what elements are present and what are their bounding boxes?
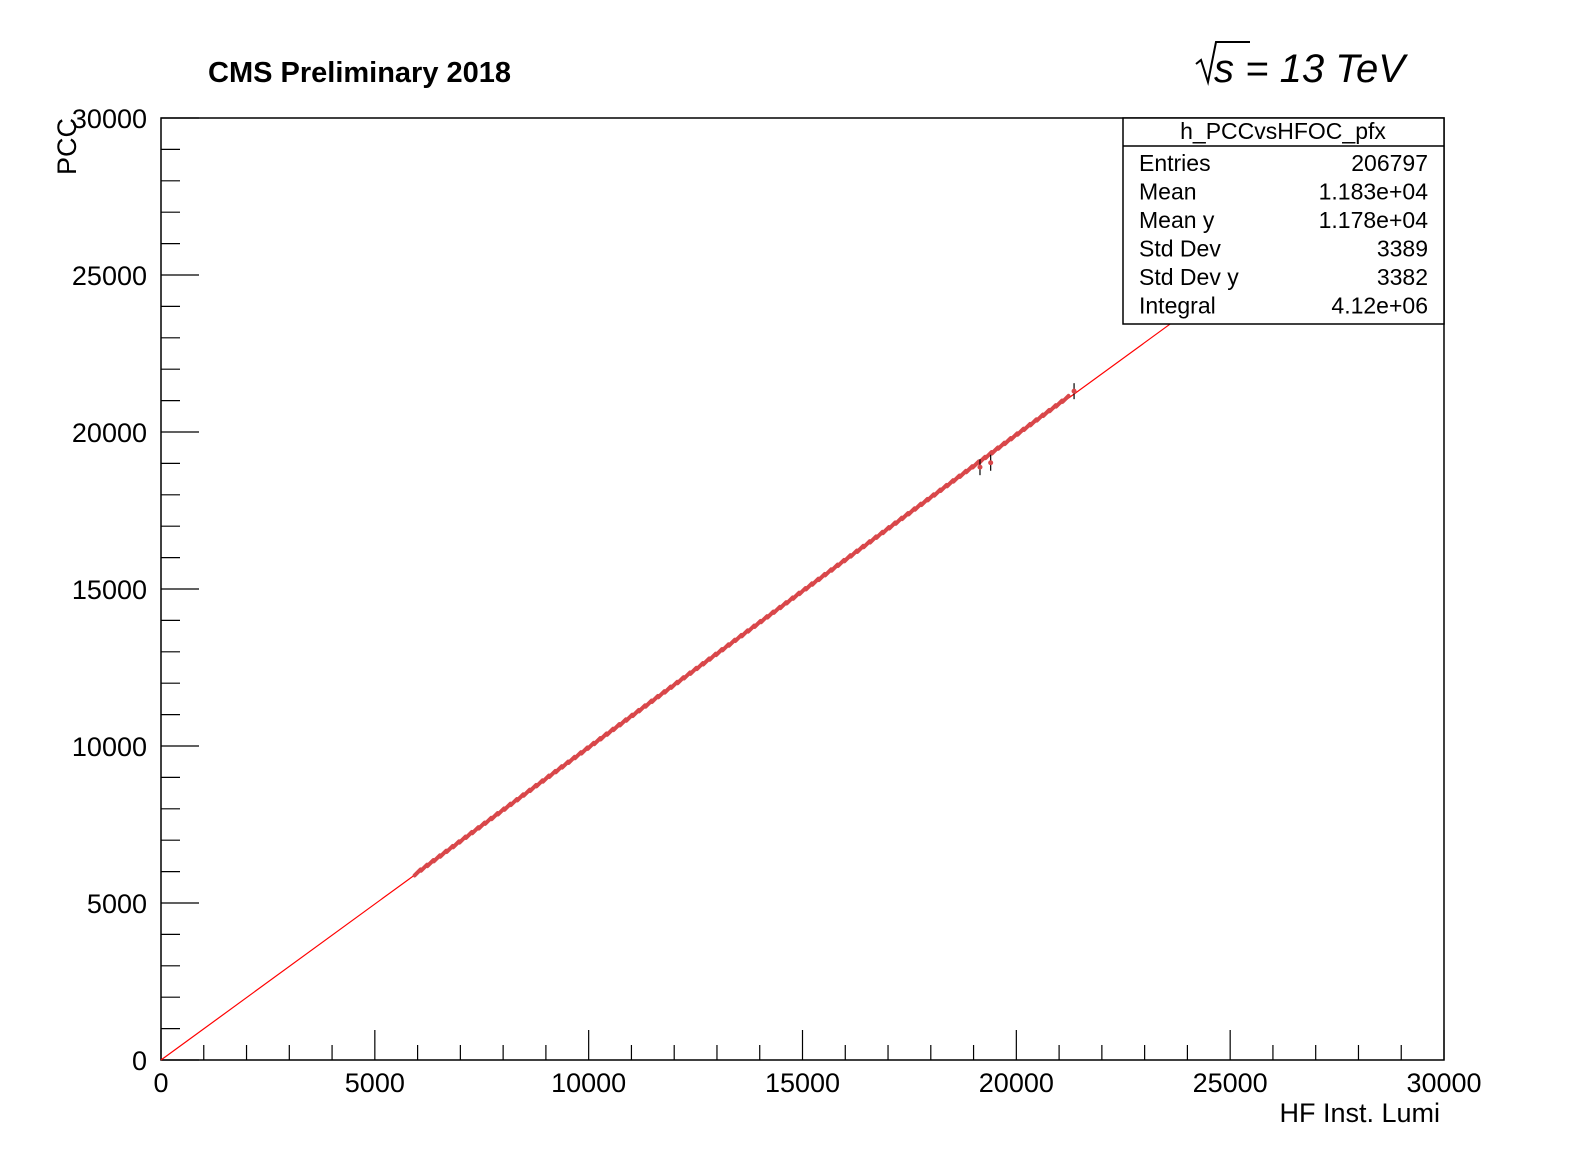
svg-text:s = 13 TeV: s = 13 TeV bbox=[1214, 47, 1408, 91]
stats-box-title: h_PCCvsHFOC_pfx bbox=[1180, 118, 1386, 144]
stats-value: 1.183e+04 bbox=[1319, 179, 1429, 205]
stats-box-frame bbox=[1122, 117, 1445, 325]
x-tick-label: 15000 bbox=[765, 1068, 840, 1098]
energy-s: s bbox=[1214, 47, 1234, 91]
chart-title: CMS Preliminary 2018 bbox=[208, 57, 511, 89]
x-tick-label: 0 bbox=[153, 1068, 168, 1098]
stats-rows: Entries 206797 Mean 1.183e+04 Mean y 1.178e+0… bbox=[1139, 150, 1428, 319]
y-tick-label: 30000 bbox=[72, 104, 147, 134]
stats-value: 3389 bbox=[1377, 236, 1428, 262]
x-tick-label: 20000 bbox=[979, 1068, 1054, 1098]
x-tick-label: 10000 bbox=[551, 1068, 626, 1098]
stats-box: h_PCCvsHFOC_pfx Entries 206797 Mean 1.183e+… bbox=[1122, 117, 1445, 325]
stats-value: 1.178e+04 bbox=[1319, 207, 1429, 233]
data-point bbox=[1060, 393, 1071, 404]
stats-value: 4.12e+06 bbox=[1331, 293, 1428, 319]
stats-label: Integral bbox=[1139, 293, 1216, 319]
outlier-marker bbox=[1071, 388, 1077, 394]
sqrt-symbol bbox=[1195, 41, 1250, 86]
stats-value: 206797 bbox=[1351, 150, 1428, 176]
y-tick-label: 5000 bbox=[87, 889, 147, 919]
stats-label: Mean bbox=[1139, 179, 1197, 205]
outlier-marker bbox=[977, 464, 983, 470]
y-tick-label: 0 bbox=[132, 1046, 147, 1076]
x-axis-tick-labels: 0 5000 10000 15000 20000 25000 30000 bbox=[153, 1068, 1481, 1098]
x-tick-label: 5000 bbox=[345, 1068, 405, 1098]
stats-value: 3382 bbox=[1377, 264, 1428, 290]
stats-label: Mean y bbox=[1139, 207, 1215, 233]
y-axis-ticks bbox=[161, 117, 199, 1061]
stats-label: Std Dev y bbox=[1139, 264, 1239, 290]
outlier-marker bbox=[988, 460, 994, 466]
x-tick-label: 30000 bbox=[1406, 1068, 1481, 1098]
energy-value: = 13 TeV bbox=[1234, 47, 1408, 91]
y-axis-title: PCC bbox=[52, 118, 82, 175]
y-tick-label: 15000 bbox=[72, 575, 147, 605]
x-axis-ticks bbox=[160, 1030, 1445, 1060]
stats-label: Entries bbox=[1139, 150, 1211, 176]
data-layer bbox=[412, 383, 1077, 878]
x-tick-label: 25000 bbox=[1193, 1068, 1268, 1098]
stats-label: Std Dev bbox=[1139, 236, 1221, 262]
x-axis-title: HF Inst. Lumi bbox=[1279, 1098, 1440, 1128]
y-axis-tick-labels: 0 5000 10000 15000 20000 25000 30000 bbox=[72, 104, 147, 1076]
y-tick-label: 10000 bbox=[72, 732, 147, 762]
energy-label: s = 13 TeV bbox=[1195, 41, 1408, 91]
y-tick-label: 25000 bbox=[72, 261, 147, 291]
y-tick-label: 20000 bbox=[72, 418, 147, 448]
